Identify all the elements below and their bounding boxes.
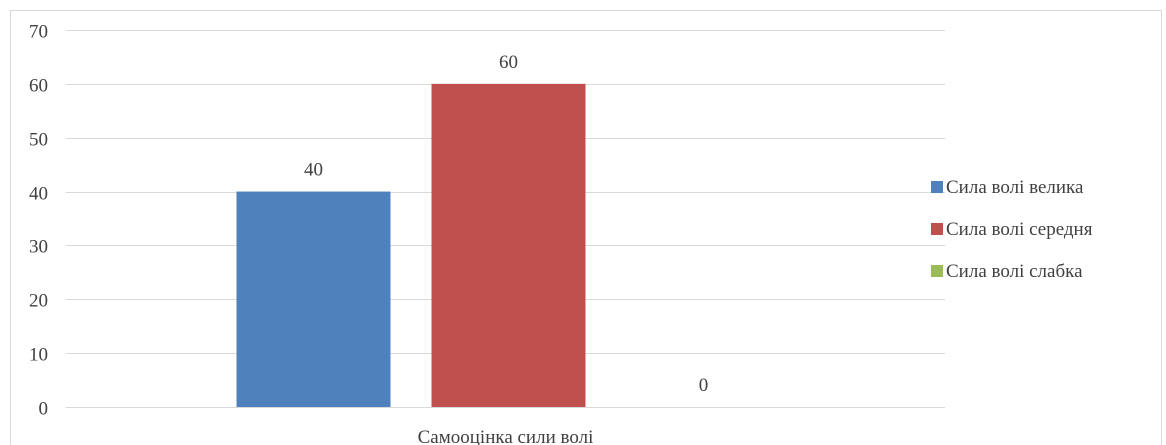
bar-2 (431, 83, 586, 407)
bar-1 (236, 191, 391, 407)
bars (236, 83, 586, 407)
legend-label-2: Сила волі середня (946, 219, 1093, 240)
data-label-1: 40 (304, 160, 323, 181)
legend-swatch-1 (931, 181, 943, 193)
data-label-2: 60 (499, 52, 518, 73)
legend-swatch-3 (931, 265, 943, 277)
y-axis-tick-labels: 0 10 20 30 40 50 60 70 (29, 22, 48, 420)
y-tick-label-0: 0 (39, 399, 49, 420)
data-labels: 40 60 0 (304, 52, 708, 396)
chart-border (10, 10, 1162, 445)
legend-label-3: Сила волі слабка (946, 261, 1083, 282)
y-tick-label-20: 20 (29, 291, 48, 312)
y-tick-label-10: 10 (29, 345, 48, 366)
y-tick-label-40: 40 (29, 184, 48, 205)
x-axis-category-labels: Самооцінка сили волі (418, 427, 594, 445)
y-tick-label-70: 70 (29, 22, 48, 43)
y-tick-label-30: 30 (29, 237, 48, 258)
y-tick-label-60: 60 (29, 76, 48, 97)
x-category-label: Самооцінка сили волі (418, 427, 594, 445)
y-tick-label-50: 50 (29, 130, 48, 151)
legend: Сила волі велика Сила волі середня Сила во… (931, 177, 1093, 282)
data-label-3: 0 (699, 375, 709, 396)
legend-swatch-2 (931, 223, 943, 235)
legend-label-1: Сила волі велика (946, 177, 1084, 198)
